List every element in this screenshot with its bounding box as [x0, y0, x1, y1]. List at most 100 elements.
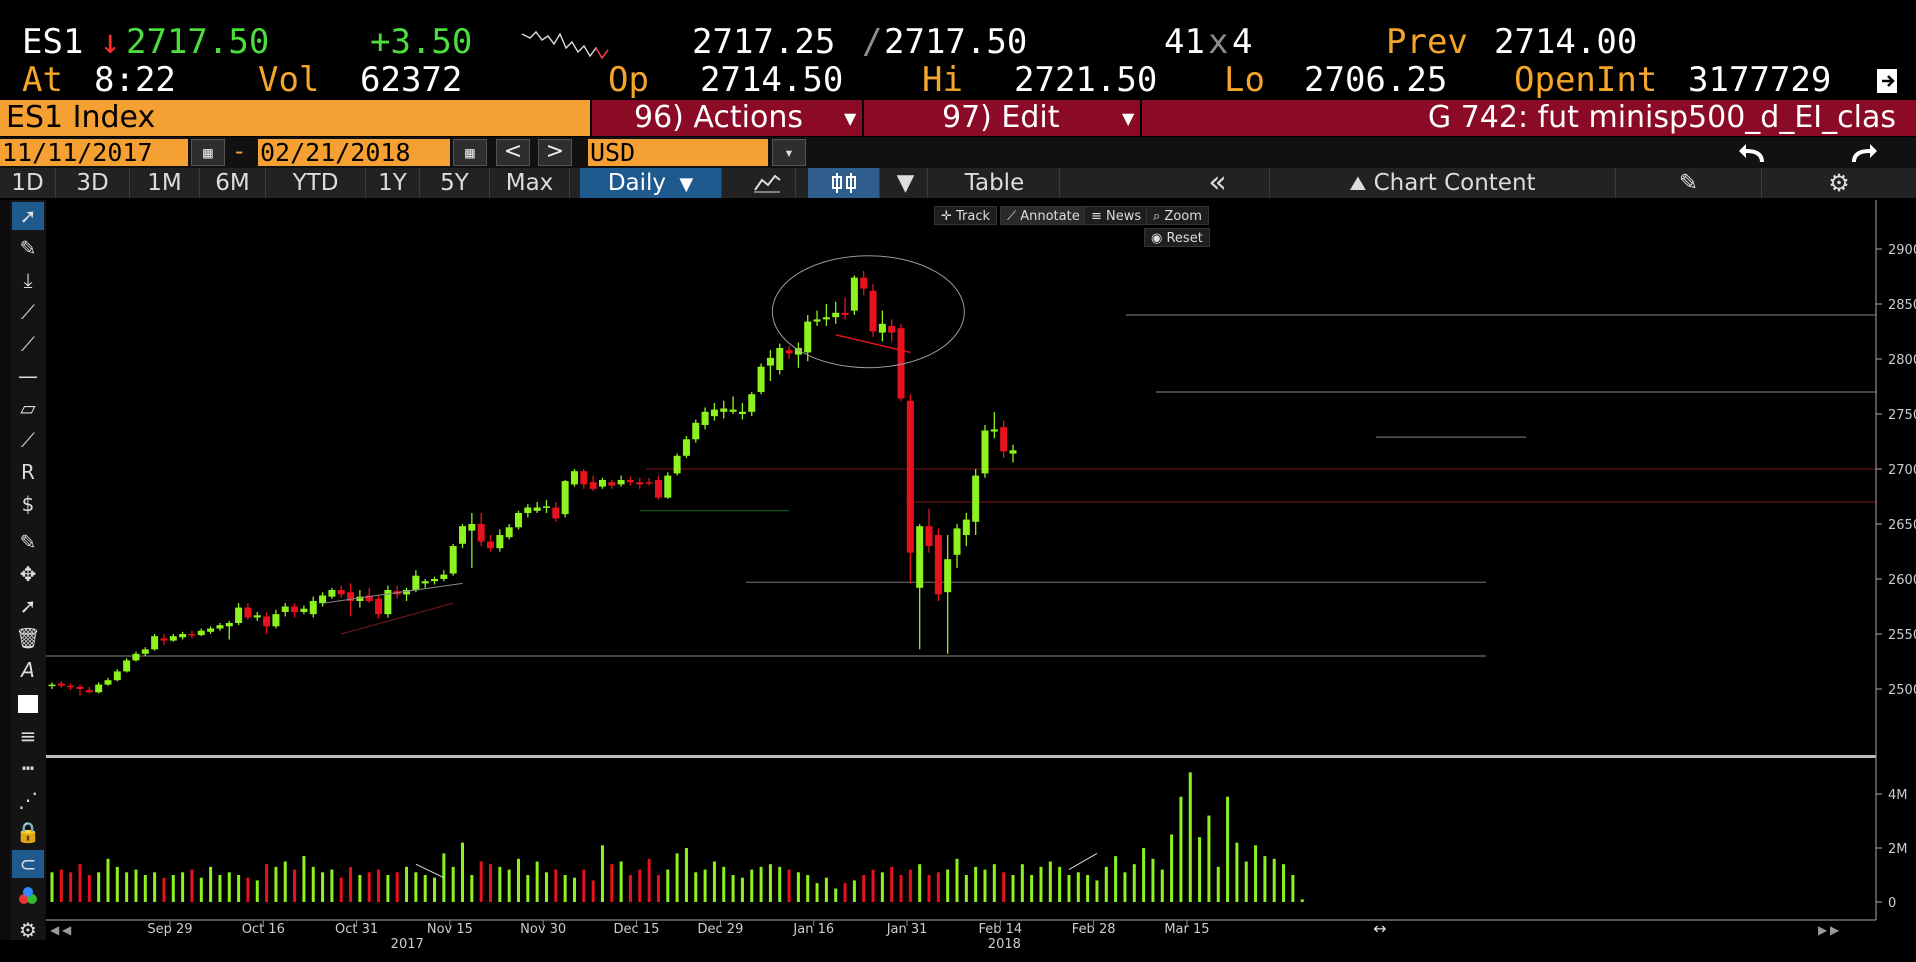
volume-bar — [591, 880, 595, 902]
fill-color-icon[interactable] — [12, 690, 44, 718]
volume-bar — [330, 869, 334, 902]
volume-bar — [1207, 815, 1211, 902]
calendar-icon[interactable]: ▦ — [191, 139, 225, 166]
volume-bar — [451, 866, 455, 902]
pointer-icon[interactable]: ➚ — [12, 202, 44, 230]
line-style-icon[interactable]: ≡ — [19, 724, 37, 748]
range-tab-1m[interactable]: 1M — [130, 168, 200, 198]
scroll-arrow-icon: ▶ — [1818, 923, 1828, 937]
drawing-toolbar — [0, 200, 46, 940]
range-tab-3d[interactable]: 3D — [56, 168, 130, 198]
range-tab-ytd[interactable]: YTD — [266, 168, 366, 198]
volume-bar — [722, 866, 726, 902]
reset-icon: ◉ — [1151, 231, 1167, 246]
candle-body — [57, 683, 65, 686]
track-button[interactable]: ✛ Track — [934, 206, 998, 225]
resize-handle-icon: ↔ — [1373, 919, 1386, 938]
extended-line-icon[interactable]: ⟋ — [21, 428, 35, 452]
x-tick-label: Nov 15 — [427, 922, 473, 937]
range-tab-6m[interactable]: 6M — [200, 168, 266, 198]
edit-menu[interactable]: 97) Edit ▼ — [864, 100, 1140, 136]
line-dash-icon[interactable]: ┅ — [21, 756, 35, 780]
x-tick-label: Jan 31 — [886, 922, 928, 937]
annotate-button[interactable]: ⟋ Annotate — [1000, 206, 1087, 225]
undo-icon[interactable] — [1736, 140, 1772, 166]
candle-body — [123, 660, 131, 672]
volume-bar — [106, 858, 110, 902]
volume-bar — [1170, 834, 1174, 902]
pen-icon[interactable]: ✎ — [19, 236, 37, 260]
security-field[interactable]: ES1 Index — [0, 100, 590, 136]
ticker[interactable]: ES1 — [22, 22, 84, 62]
zoom-button[interactable]: ⌕ Zoom — [1146, 206, 1209, 225]
select-icon[interactable]: ➚ — [19, 594, 37, 618]
next-period-button[interactable]: > — [538, 139, 572, 166]
settings-gear-icon[interactable]: ⚙ — [19, 918, 37, 942]
end-date-field[interactable]: 02/21/2018 — [258, 139, 450, 166]
range-tab-1y[interactable]: 1Y — [366, 168, 420, 198]
move-icon[interactable]: ✥ — [19, 562, 37, 586]
highlight-ellipse — [771, 255, 965, 369]
volume-bar — [694, 872, 698, 902]
range-tab-max[interactable]: Max — [490, 168, 570, 198]
volume-bar — [806, 875, 810, 902]
channel-icon[interactable]: ▱ — [20, 396, 36, 420]
prev-period-button[interactable]: < — [496, 139, 530, 166]
magnet-icon[interactable]: ⊂ — [12, 850, 44, 878]
candle-body — [113, 671, 121, 681]
volume-bar — [423, 875, 427, 902]
period-dropdown[interactable]: Daily ▼ — [580, 168, 722, 198]
range-tab-1d[interactable]: 1D — [0, 168, 56, 198]
volume-bar — [367, 872, 371, 902]
volume-bar — [143, 875, 147, 902]
price-range-icon[interactable]: $ — [21, 492, 35, 516]
volume-bar — [647, 858, 651, 902]
chart-area[interactable]: 2900 2850 2800 2750 2700 2650 2600 2550 2500 4M 2… — [46, 200, 1916, 962]
ray-icon[interactable]: ⟋ — [21, 332, 35, 356]
table-button[interactable]: Table — [930, 168, 1060, 198]
volume-bar — [461, 842, 465, 902]
high-label: Hi — [922, 60, 963, 100]
candle-body — [403, 590, 411, 595]
edit-chart-icon[interactable]: ✎ — [1616, 168, 1762, 198]
currency-field[interactable]: USD — [588, 139, 768, 166]
volume-bar — [955, 858, 959, 902]
year-label: 2017 — [391, 937, 424, 952]
calendar-icon[interactable]: ▦ — [453, 139, 487, 166]
trendline-icon[interactable]: ⟋ — [21, 300, 35, 324]
candle-body — [487, 541, 495, 549]
volume-tick-label: 0 — [1888, 896, 1896, 911]
volume-bar — [1160, 869, 1164, 902]
settings-gear-icon[interactable]: ⚙ — [1828, 169, 1850, 197]
currency-dropdown-icon[interactable]: ▾ — [772, 139, 806, 166]
trash-icon[interactable]: 🗑 — [15, 626, 41, 650]
line-chart-icon[interactable] — [738, 168, 796, 198]
candlestick-icon[interactable] — [808, 168, 880, 198]
candle-body — [356, 596, 364, 601]
news-button[interactable]: ≡ News — [1084, 206, 1149, 225]
dotted-line-icon[interactable]: ⋰ — [18, 788, 38, 812]
brush-icon[interactable]: ✎ — [19, 530, 37, 554]
range-tab-5y[interactable]: 5Y — [420, 168, 490, 198]
chart-type-dropdown-icon[interactable]: ▼ — [884, 168, 928, 198]
actions-menu[interactable]: 96) Actions ▼ — [592, 100, 862, 136]
chart-content-button[interactable]: ⛰ Chart Content — [1270, 168, 1616, 198]
volume-bars — [50, 772, 1304, 902]
horizontal-line-icon[interactable]: — — [18, 364, 38, 388]
collapse-panel-button[interactable]: « — [1166, 168, 1270, 198]
export-icon[interactable] — [1874, 66, 1902, 96]
volume-bar — [479, 861, 483, 902]
candle-body — [580, 471, 588, 485]
price-chart[interactable]: 2900 2850 2800 2750 2700 2650 2600 2550 2500 4M 2… — [46, 200, 1916, 962]
reset-button[interactable]: ◉ Reset — [1144, 228, 1210, 247]
volume-bar — [1142, 848, 1146, 902]
fibonacci-icon[interactable]: ⤓ — [23, 268, 33, 292]
x-tick-label: Jan 16 — [792, 922, 834, 937]
text-icon[interactable]: A — [21, 658, 35, 682]
redo-icon[interactable] — [1844, 140, 1880, 166]
candle-body — [692, 422, 700, 440]
regression-icon[interactable]: R — [21, 460, 35, 484]
lock-icon[interactable]: 🔒 — [15, 820, 41, 844]
color-palette-icon[interactable] — [12, 882, 44, 910]
start-date-field[interactable]: 11/11/2017 — [0, 139, 188, 166]
